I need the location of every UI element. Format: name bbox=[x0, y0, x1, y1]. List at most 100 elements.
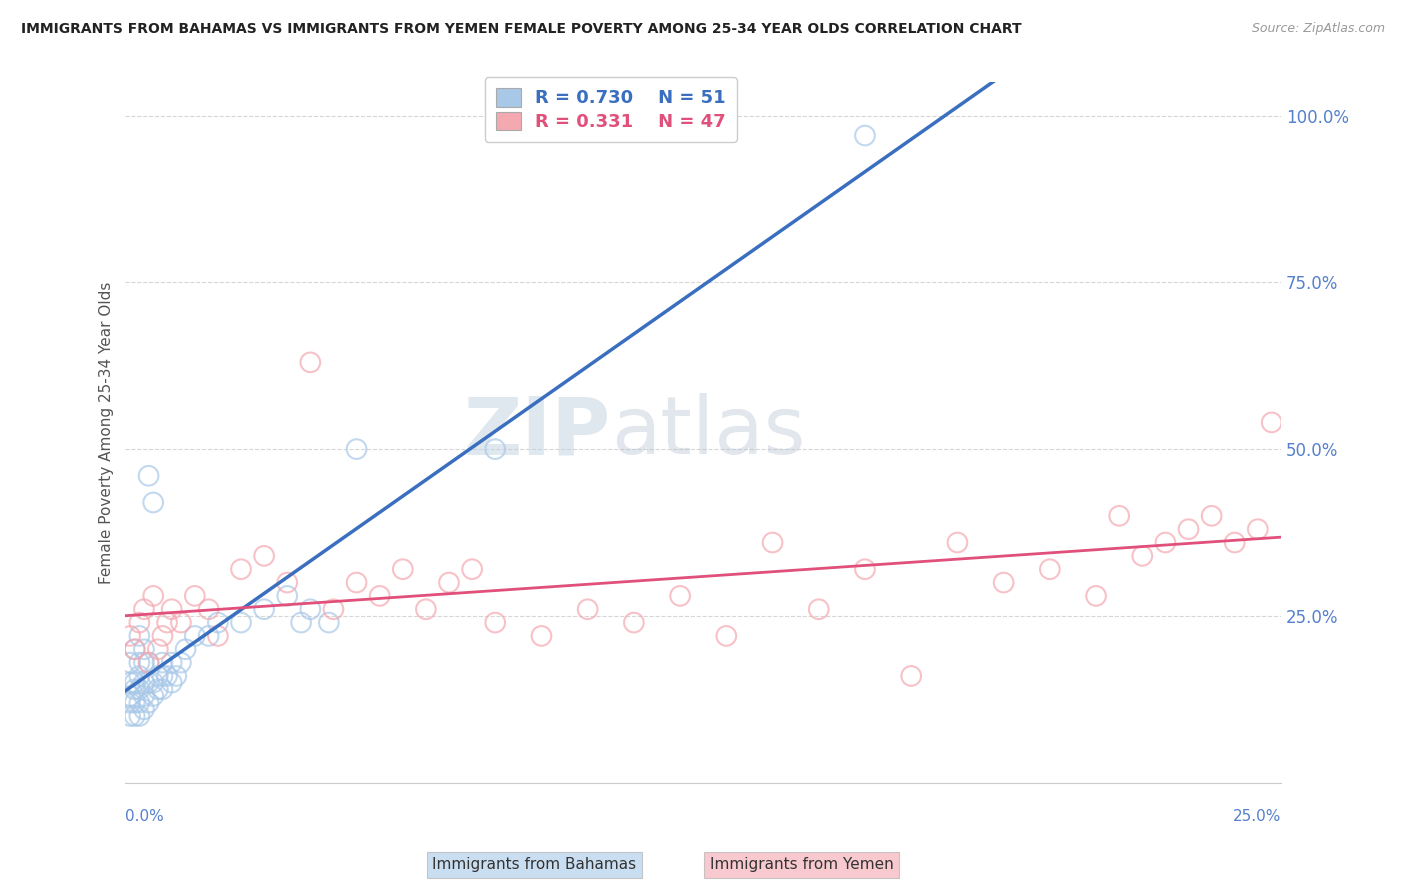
Point bbox=[138, 656, 160, 670]
Point bbox=[120, 675, 142, 690]
Point bbox=[290, 615, 312, 630]
Point bbox=[946, 535, 969, 549]
Text: IMMIGRANTS FROM BAHAMAS VS IMMIGRANTS FROM YEMEN FEMALE POVERTY AMONG 25-34 YEAR: IMMIGRANTS FROM BAHAMAS VS IMMIGRANTS FR… bbox=[21, 22, 1022, 37]
Point bbox=[1108, 508, 1130, 523]
Point bbox=[152, 669, 174, 683]
Text: ZIP: ZIP bbox=[464, 393, 610, 472]
Point bbox=[623, 615, 645, 630]
Point bbox=[900, 669, 922, 683]
Point bbox=[152, 682, 174, 697]
Text: Immigrants from Bahamas: Immigrants from Bahamas bbox=[432, 857, 637, 872]
Point bbox=[807, 602, 830, 616]
Point bbox=[124, 642, 146, 657]
Point bbox=[484, 442, 506, 456]
Point bbox=[184, 589, 207, 603]
Point bbox=[160, 675, 183, 690]
Point bbox=[299, 602, 322, 616]
Point bbox=[346, 442, 368, 456]
Y-axis label: Female Poverty Among 25-34 Year Olds: Female Poverty Among 25-34 Year Olds bbox=[100, 281, 114, 583]
Point bbox=[128, 696, 150, 710]
Point bbox=[142, 495, 165, 509]
Point bbox=[120, 709, 142, 723]
Point bbox=[276, 589, 298, 603]
Point bbox=[132, 702, 155, 716]
Point bbox=[1154, 535, 1177, 549]
Point bbox=[229, 562, 252, 576]
Point bbox=[170, 615, 193, 630]
Point bbox=[146, 642, 169, 657]
Point bbox=[128, 656, 150, 670]
Point bbox=[160, 602, 183, 616]
Text: 0.0%: 0.0% bbox=[125, 809, 165, 824]
Point bbox=[229, 615, 252, 630]
Point bbox=[124, 709, 146, 723]
Point bbox=[197, 629, 219, 643]
Point bbox=[160, 656, 183, 670]
Point bbox=[1247, 522, 1270, 536]
Point bbox=[346, 575, 368, 590]
Point bbox=[124, 682, 146, 697]
Point bbox=[993, 575, 1015, 590]
Point bbox=[152, 629, 174, 643]
Point bbox=[124, 675, 146, 690]
Point bbox=[128, 669, 150, 683]
Point bbox=[152, 656, 174, 670]
Point bbox=[207, 615, 229, 630]
Point bbox=[128, 709, 150, 723]
Point bbox=[142, 589, 165, 603]
Point bbox=[132, 656, 155, 670]
Point bbox=[1085, 589, 1108, 603]
Point bbox=[1223, 535, 1246, 549]
Point bbox=[170, 656, 193, 670]
Point bbox=[156, 615, 179, 630]
Point bbox=[138, 468, 160, 483]
Text: 25.0%: 25.0% bbox=[1233, 809, 1281, 824]
Point bbox=[156, 669, 179, 683]
Point bbox=[1260, 416, 1282, 430]
Point bbox=[120, 656, 142, 670]
Point bbox=[197, 602, 219, 616]
Point bbox=[120, 696, 142, 710]
Point bbox=[142, 689, 165, 703]
Point bbox=[128, 682, 150, 697]
Point bbox=[1130, 549, 1153, 563]
Point bbox=[146, 669, 169, 683]
Point bbox=[299, 355, 322, 369]
Point bbox=[576, 602, 599, 616]
Point bbox=[128, 629, 150, 643]
Point bbox=[207, 629, 229, 643]
Point bbox=[530, 629, 553, 643]
Point bbox=[165, 669, 187, 683]
Point bbox=[276, 575, 298, 590]
Point bbox=[415, 602, 437, 616]
Text: Immigrants from Yemen: Immigrants from Yemen bbox=[710, 857, 893, 872]
Point bbox=[184, 629, 207, 643]
Point bbox=[138, 696, 160, 710]
Point bbox=[1039, 562, 1062, 576]
Point bbox=[132, 602, 155, 616]
Point bbox=[146, 682, 169, 697]
Point bbox=[253, 602, 276, 616]
Point bbox=[853, 562, 876, 576]
Point bbox=[132, 689, 155, 703]
Point bbox=[461, 562, 484, 576]
Point bbox=[318, 615, 340, 630]
Point bbox=[124, 642, 146, 657]
Text: Source: ZipAtlas.com: Source: ZipAtlas.com bbox=[1251, 22, 1385, 36]
Legend: R = 0.730    N = 51, R = 0.331    N = 47: R = 0.730 N = 51, R = 0.331 N = 47 bbox=[485, 78, 737, 142]
Point bbox=[138, 656, 160, 670]
Point bbox=[1201, 508, 1223, 523]
Point bbox=[124, 696, 146, 710]
Point bbox=[132, 675, 155, 690]
Point bbox=[669, 589, 692, 603]
Point bbox=[1177, 522, 1199, 536]
Point bbox=[853, 128, 876, 143]
Point bbox=[138, 675, 160, 690]
Point bbox=[484, 615, 506, 630]
Point bbox=[174, 642, 197, 657]
Point bbox=[716, 629, 738, 643]
Point bbox=[391, 562, 413, 576]
Point bbox=[322, 602, 344, 616]
Point bbox=[368, 589, 391, 603]
Point bbox=[120, 629, 142, 643]
